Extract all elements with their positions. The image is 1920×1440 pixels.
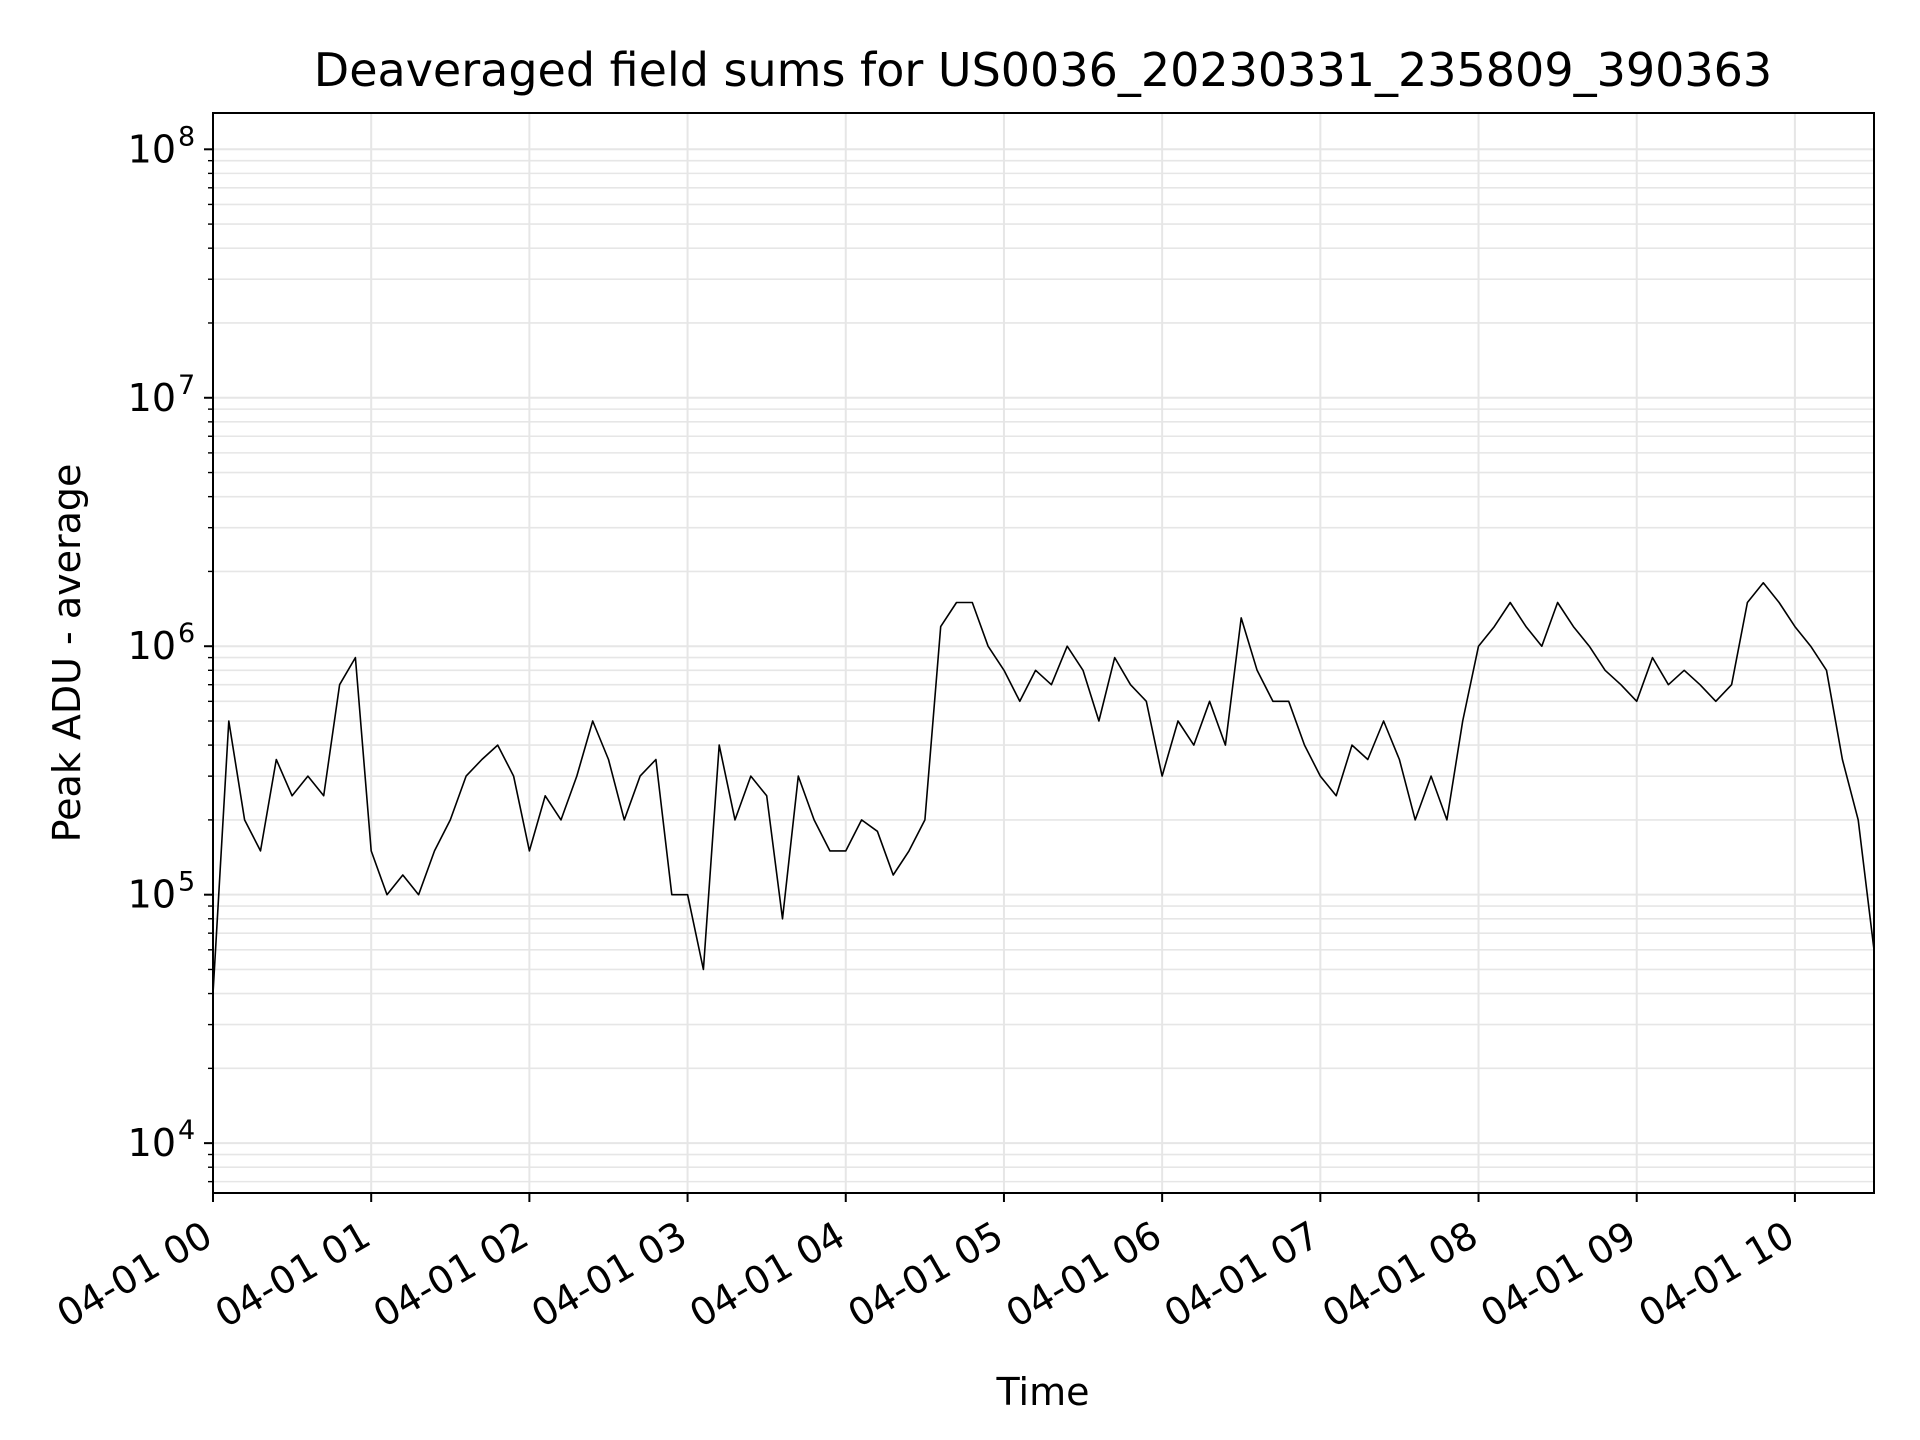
y-tick-label: 10 4 xyxy=(128,1115,196,1165)
y-tick-label: 10 7 xyxy=(128,370,196,420)
grid-lines xyxy=(212,113,1874,1193)
y-tick-label: 10 5 xyxy=(128,867,196,917)
y-tick-base: 10 xyxy=(128,873,176,917)
y-tick-base: 10 xyxy=(128,1121,176,1165)
y-tick-base: 10 xyxy=(128,624,176,668)
y-tick-base: 10 xyxy=(128,127,176,171)
x-axis-label: Time xyxy=(996,1370,1090,1414)
series-lines xyxy=(212,582,1875,994)
chart-title: Deaveraged field sums for US0036_2023033… xyxy=(314,43,1772,97)
y-tick-exponent: 5 xyxy=(178,867,195,898)
y-tick-label: 10 6 xyxy=(128,618,196,668)
y-tick-exponent: 4 xyxy=(178,1115,195,1146)
plot-frame xyxy=(212,112,1875,1194)
y-tick-exponent: 7 xyxy=(178,370,195,401)
series-line-0 xyxy=(212,582,1875,994)
y-axis-label: Peak ADU - average xyxy=(45,464,89,843)
y-tick-exponent: 6 xyxy=(178,618,195,649)
y-tick-base: 10 xyxy=(128,376,176,420)
y-tick-label: 10 8 xyxy=(128,121,196,171)
y-tick-exponent: 8 xyxy=(178,121,195,152)
